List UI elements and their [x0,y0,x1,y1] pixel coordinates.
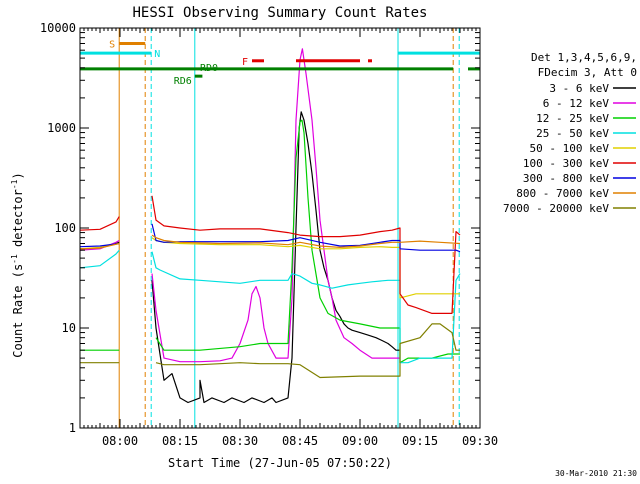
legend-label: 100 - 300 keV [523,157,609,170]
x-axis-label: Start Time (27-Jun-05 07:50:22) [168,456,392,470]
legend-label: 12 - 25 keV [536,112,609,125]
legend-header-line-2: FDecim 3, Att 0 [538,66,637,79]
flag-label-s: S [109,39,115,50]
x-tick-label: 08:00 [102,434,138,448]
x-axis-ticks: 08:00 08:15 08:30 08:45 09:00 09:15 09:30 [79,28,498,448]
legend-label: 3 - 6 keV [549,82,609,95]
x-tick-label: 09:00 [342,434,378,448]
series-line-5 [80,195,461,314]
y-axis-ticks: 1 10 100 1000 10000 [40,21,480,435]
series-line-3 [80,249,461,364]
y-tick-label: 10000 [40,21,76,35]
legend-label: 50 - 100 keV [530,142,610,155]
series-layer [80,48,461,404]
legend-label: 7000 - 20000 keV [503,202,609,215]
y-tick-label: 10 [62,321,76,335]
x-tick-label: 08:45 [282,434,318,448]
chart-title: HESSI Observing Summary Count Rates [132,5,427,21]
legend: Det 1,3,4,5,6,9, FDecim 3, Att 0 3 - 6 k… [503,51,637,215]
observing-flags: S N F RD0 RD6 [80,39,480,87]
legend-label: 800 - 7000 keV [516,187,609,200]
legend-label: 25 - 50 keV [536,127,609,140]
x-tick-label: 08:15 [162,434,198,448]
flag-label-f: F [242,57,248,68]
flag-label-rd0: RD0 [200,63,218,74]
y-tick-label: 100 [54,221,76,235]
series-line-8 [80,323,460,379]
footer-timestamp: 30-Mar-2010 21:30 [555,469,637,478]
x-tick-label: 09:30 [462,434,498,448]
x-tick-label: 08:30 [222,434,258,448]
y-tick-label: 1 [69,421,76,435]
y-tick-label: 1000 [47,121,76,135]
series-line-7 [80,234,461,250]
legend-label: 300 - 800 keV [523,172,609,185]
y-axis-label: Count Rate (s-1 detector-1) [10,172,25,357]
series-line-2 [80,119,460,364]
flag-label-rd6: RD6 [174,76,192,87]
flag-label-n: N [154,49,160,60]
legend-label: 6 - 12 keV [543,97,610,110]
legend-header-line-1: Det 1,3,4,5,6,9, [531,51,637,64]
x-tick-label: 09:15 [402,434,438,448]
